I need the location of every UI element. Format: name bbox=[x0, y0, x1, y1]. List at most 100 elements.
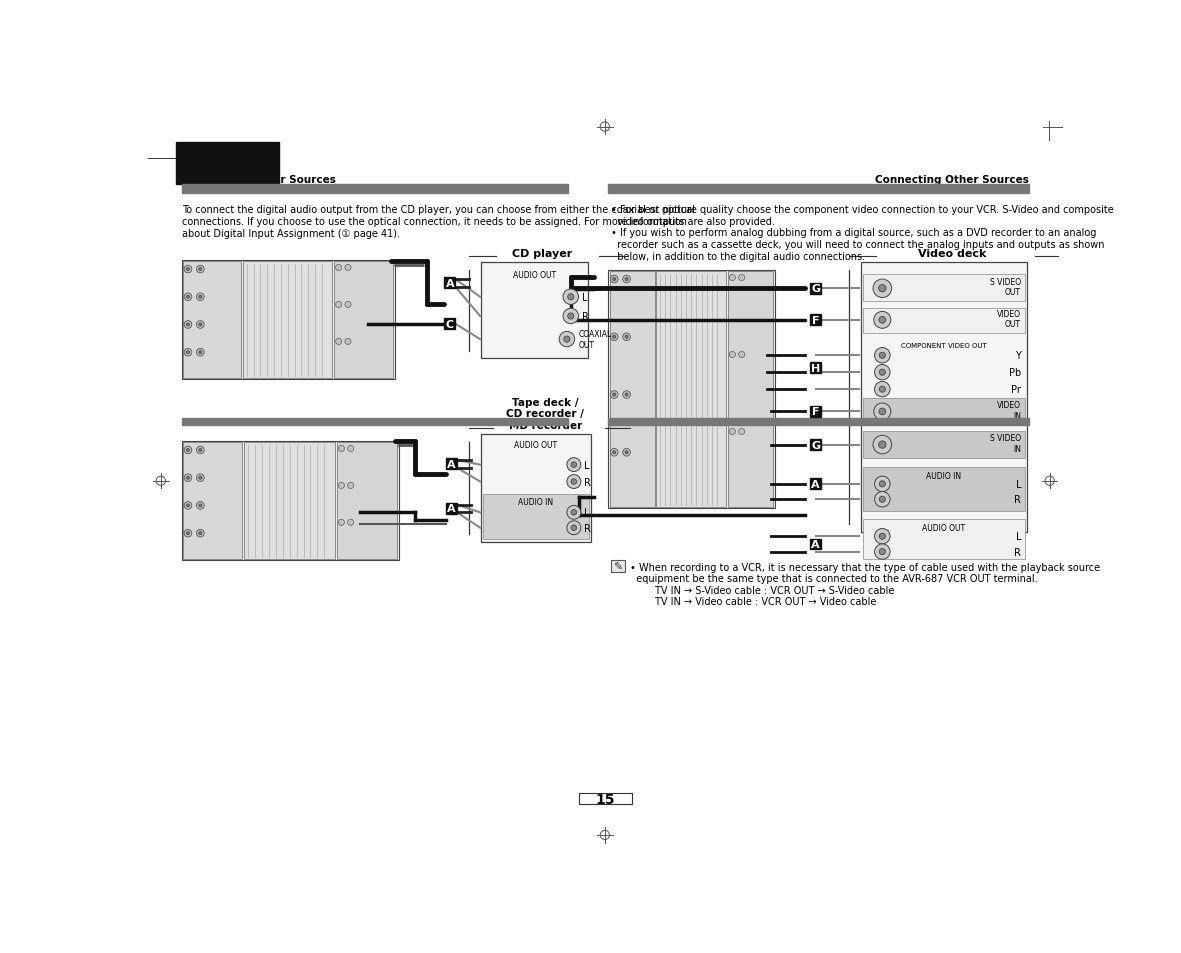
Circle shape bbox=[572, 462, 576, 468]
Circle shape bbox=[335, 339, 341, 345]
Text: Y: Y bbox=[1016, 351, 1022, 361]
Bar bbox=[810, 479, 821, 490]
Bar bbox=[244, 443, 335, 559]
Circle shape bbox=[873, 280, 892, 298]
Circle shape bbox=[184, 321, 191, 329]
Text: G: G bbox=[811, 440, 821, 450]
Bar bbox=[810, 407, 821, 417]
Circle shape bbox=[196, 321, 204, 329]
Text: L: L bbox=[581, 293, 587, 302]
Text: A: A bbox=[811, 539, 820, 549]
Circle shape bbox=[198, 532, 202, 535]
Circle shape bbox=[625, 452, 628, 455]
Circle shape bbox=[879, 285, 886, 293]
Circle shape bbox=[879, 481, 886, 487]
Bar bbox=[863, 309, 1025, 334]
Bar bbox=[444, 278, 456, 289]
Circle shape bbox=[729, 429, 736, 436]
Bar bbox=[863, 274, 1025, 301]
Circle shape bbox=[611, 275, 618, 284]
Text: A: A bbox=[448, 504, 456, 514]
Bar bbox=[446, 459, 457, 470]
Bar bbox=[608, 185, 1029, 193]
Circle shape bbox=[198, 476, 202, 479]
Circle shape bbox=[879, 409, 886, 416]
Circle shape bbox=[196, 447, 204, 455]
Bar bbox=[183, 262, 241, 378]
Circle shape bbox=[184, 349, 191, 356]
Text: AUDIO OUT: AUDIO OUT bbox=[922, 523, 966, 533]
Circle shape bbox=[879, 370, 886, 375]
Text: R: R bbox=[1014, 495, 1022, 505]
Circle shape bbox=[184, 502, 191, 510]
Text: R: R bbox=[581, 312, 588, 322]
Bar bbox=[609, 272, 654, 507]
Text: • When recording to a VCR, it is necessary that the type of cable used with the : • When recording to a VCR, it is necessa… bbox=[629, 562, 1100, 607]
Circle shape bbox=[567, 506, 581, 519]
Bar bbox=[863, 399, 1025, 426]
Circle shape bbox=[875, 365, 890, 380]
Circle shape bbox=[187, 532, 189, 535]
Circle shape bbox=[198, 324, 202, 327]
Circle shape bbox=[879, 387, 886, 393]
Circle shape bbox=[187, 352, 189, 355]
Bar bbox=[810, 439, 821, 451]
Text: AUDIO IN: AUDIO IN bbox=[518, 497, 554, 506]
Circle shape bbox=[198, 295, 202, 299]
Text: COMPONENT VIDEO OUT: COMPONENT VIDEO OUT bbox=[901, 343, 987, 349]
Circle shape bbox=[184, 294, 191, 301]
Text: ✎: ✎ bbox=[613, 561, 622, 572]
Circle shape bbox=[572, 510, 576, 516]
Circle shape bbox=[567, 458, 581, 472]
Bar bbox=[182, 185, 568, 193]
Bar bbox=[483, 495, 588, 539]
Bar bbox=[810, 539, 821, 550]
Bar bbox=[727, 272, 774, 507]
Text: L: L bbox=[583, 460, 589, 470]
Bar bbox=[657, 272, 726, 507]
Circle shape bbox=[338, 483, 345, 489]
Circle shape bbox=[187, 476, 189, 479]
Text: • If you wish to perform analog dubbing from a digital source, such as a DVD rec: • If you wish to perform analog dubbing … bbox=[611, 228, 1104, 261]
Text: Pr: Pr bbox=[1011, 385, 1022, 395]
Bar bbox=[446, 503, 457, 515]
Circle shape bbox=[184, 475, 191, 482]
Circle shape bbox=[613, 278, 615, 281]
Circle shape bbox=[874, 312, 890, 329]
Circle shape bbox=[196, 502, 204, 510]
Text: COAXIAL
OUT: COAXIAL OUT bbox=[579, 330, 612, 350]
Circle shape bbox=[879, 549, 886, 555]
Text: Connecting Other Sources: Connecting Other Sources bbox=[875, 174, 1029, 184]
Circle shape bbox=[345, 265, 351, 272]
Bar bbox=[861, 263, 1027, 532]
Text: VIDEO
OUT: VIDEO OUT bbox=[997, 310, 1022, 329]
Circle shape bbox=[622, 449, 631, 456]
Bar bbox=[481, 263, 588, 359]
Circle shape bbox=[347, 446, 354, 452]
Circle shape bbox=[338, 446, 345, 452]
Circle shape bbox=[738, 429, 745, 436]
Circle shape bbox=[625, 278, 628, 281]
Circle shape bbox=[625, 335, 628, 339]
Bar bbox=[334, 262, 393, 378]
Text: S VIDEO
IN: S VIDEO IN bbox=[990, 434, 1022, 454]
Bar bbox=[810, 315, 821, 326]
Text: Tape deck /
CD recorder /
MD recorder: Tape deck / CD recorder / MD recorder bbox=[507, 397, 585, 431]
Circle shape bbox=[563, 290, 579, 305]
Text: L: L bbox=[1016, 479, 1022, 489]
Circle shape bbox=[875, 382, 890, 397]
Text: CD player: CD player bbox=[513, 249, 573, 259]
Circle shape bbox=[572, 479, 576, 485]
Circle shape bbox=[879, 317, 886, 324]
Text: L: L bbox=[1016, 532, 1022, 541]
Circle shape bbox=[622, 334, 631, 341]
Circle shape bbox=[563, 336, 570, 343]
Text: A: A bbox=[448, 459, 456, 469]
Circle shape bbox=[622, 392, 631, 399]
Circle shape bbox=[875, 492, 890, 507]
Text: R: R bbox=[583, 523, 590, 533]
Circle shape bbox=[563, 309, 579, 324]
Circle shape bbox=[874, 403, 890, 420]
Circle shape bbox=[559, 332, 575, 348]
Bar bbox=[444, 319, 456, 330]
